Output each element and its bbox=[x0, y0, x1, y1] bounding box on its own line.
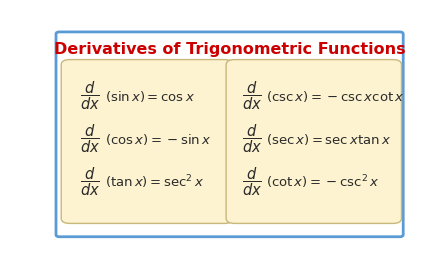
FancyBboxPatch shape bbox=[226, 60, 401, 223]
Text: $(\cos x) = -\sin x$: $(\cos x) = -\sin x$ bbox=[105, 132, 211, 147]
Text: $(\tan x) = \sec^2 x$: $(\tan x) = \sec^2 x$ bbox=[105, 173, 204, 191]
Text: $\dfrac{d}{dx}$: $\dfrac{d}{dx}$ bbox=[80, 80, 100, 113]
Text: $\dfrac{d}{dx}$: $\dfrac{d}{dx}$ bbox=[80, 166, 100, 198]
FancyBboxPatch shape bbox=[56, 32, 403, 237]
Text: Derivatives of Trigonometric Functions: Derivatives of Trigonometric Functions bbox=[54, 42, 405, 57]
Text: $(\csc x) = -\csc x\cot x$: $(\csc x) = -\csc x\cot x$ bbox=[266, 89, 405, 104]
FancyBboxPatch shape bbox=[61, 60, 233, 223]
Text: $(\cot x) = -\csc^2 x$: $(\cot x) = -\csc^2 x$ bbox=[266, 173, 379, 191]
Text: $\dfrac{d}{dx}$: $\dfrac{d}{dx}$ bbox=[80, 123, 100, 155]
Text: $(\sec x) = \sec x\tan x$: $(\sec x) = \sec x\tan x$ bbox=[266, 132, 391, 147]
Text: $\dfrac{d}{dx}$: $\dfrac{d}{dx}$ bbox=[242, 166, 262, 198]
Text: $\dfrac{d}{dx}$: $\dfrac{d}{dx}$ bbox=[242, 123, 262, 155]
Text: $\dfrac{d}{dx}$: $\dfrac{d}{dx}$ bbox=[242, 80, 262, 113]
Text: $(\sin x) = \cos x$: $(\sin x) = \cos x$ bbox=[105, 89, 194, 104]
